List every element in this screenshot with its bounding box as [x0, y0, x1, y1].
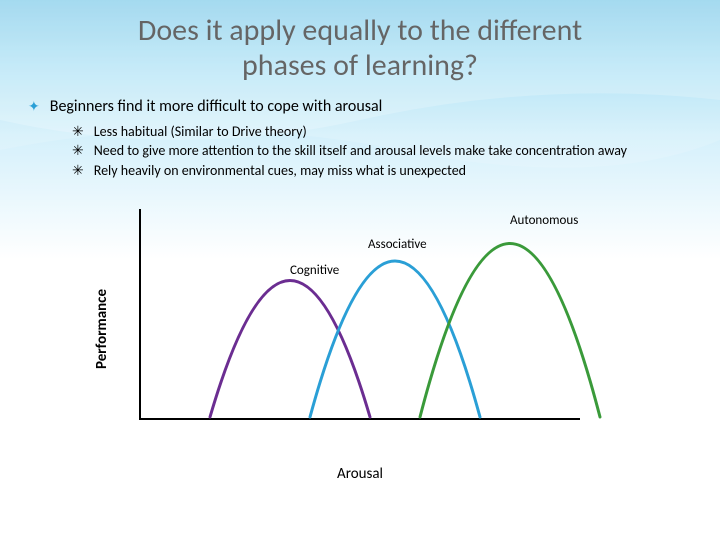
sub-bullet-text: Need to give more attention to the skill… — [94, 142, 627, 161]
title-line-1: Does it apply equally to the different — [138, 12, 582, 49]
curve-label-cognitive: Cognitive — [290, 263, 339, 278]
slide-title: Does it apply equally to the different p… — [0, 0, 720, 83]
star-icon: ✳ — [72, 123, 84, 142]
main-bullet-text: Beginners find it more difficult to cope… — [50, 97, 383, 117]
chart-svg — [110, 199, 610, 429]
curve-label-autonomous: Autonomous — [510, 213, 578, 228]
star-icon: ✳ — [72, 142, 84, 161]
sub-bullet-text: Less habitual (Similar to Drive theory) — [94, 123, 307, 142]
star-icon: ✳ — [72, 162, 84, 181]
content-area: ✦ Beginners find it more difficult to co… — [0, 83, 720, 459]
list-item: ✳ Need to give more attention to the ski… — [72, 142, 692, 161]
x-axis-label: Arousal — [337, 465, 383, 483]
sub-bullet-list: ✳ Less habitual (Similar to Drive theory… — [28, 123, 692, 182]
main-bullet: ✦ Beginners find it more difficult to co… — [28, 97, 692, 117]
list-item: ✳ Rely heavily on environmental cues, ma… — [72, 162, 692, 181]
sub-bullet-text: Rely heavily on environmental cues, may … — [94, 162, 466, 181]
y-axis-label: Performance — [93, 289, 111, 369]
bullet-icon: ✦ — [28, 97, 40, 117]
title-line-2: phases of learning? — [242, 47, 478, 84]
list-item: ✳ Less habitual (Similar to Drive theory… — [72, 123, 692, 142]
curve-label-associative: Associative — [368, 237, 427, 252]
performance-arousal-chart: Performance Arousal Cognitive Associativ… — [110, 199, 610, 459]
